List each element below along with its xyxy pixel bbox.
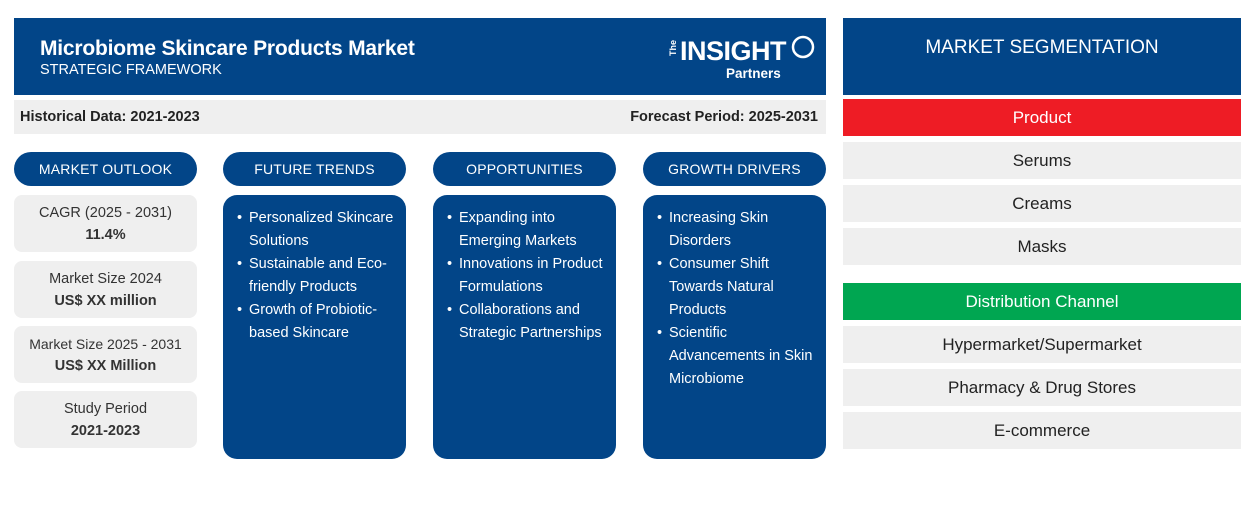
- segment-item: Serums: [843, 142, 1241, 179]
- future-trends-panel: Personalized Skincare Solutions Sustaina…: [223, 195, 406, 459]
- stat-label: Study Period: [63, 401, 148, 417]
- stat-card-market-size-forecast: Market Size 2025 - 2031 US$ XX Million: [14, 326, 197, 383]
- stat-card-study-period: Study Period 2021-2023: [14, 391, 197, 448]
- stat-card-market-size-2024: Market Size 2024 US$ XX million: [14, 261, 197, 318]
- segment-category-distribution-channel: Distribution Channel: [843, 283, 1241, 320]
- list-item: Increasing Skin Disorders: [657, 207, 818, 253]
- opportunities-header: OPPORTUNITIES: [433, 152, 616, 186]
- list-item: Personalized Skincare Solutions: [237, 207, 398, 253]
- growth-drivers-header: GROWTH DRIVERS: [643, 152, 826, 186]
- list-item: Consumer Shift Towards Natural Products: [657, 253, 818, 322]
- segment-category-product: Product: [843, 99, 1241, 136]
- logo-the: The: [668, 40, 678, 57]
- stat-value: US$ XX Million: [54, 358, 157, 374]
- future-trends-header: FUTURE TRENDS: [223, 152, 406, 186]
- list-item: Innovations in Product Formulations: [447, 253, 608, 299]
- list-item: Growth of Probiotic-based Skincare: [237, 299, 398, 345]
- report-subtitle: STRATEGIC FRAMEWORK: [40, 62, 222, 78]
- report-title: Microbiome Skincare Products Market: [40, 37, 415, 60]
- insight-partners-logo: The INSIGHT Partners: [668, 32, 818, 84]
- list-item: Collaborations and Strategic Partnership…: [447, 299, 608, 345]
- segment-item: Pharmacy & Drug Stores: [843, 369, 1241, 406]
- list-item: Expanding into Emerging Markets: [447, 207, 608, 253]
- stat-value: 11.4%: [85, 227, 126, 243]
- segment-item: Hypermarket/Supermarket: [843, 326, 1241, 363]
- list-item: Sustainable and Eco-friendly Products: [237, 253, 398, 299]
- segmentation-header: MARKET SEGMENTATION: [843, 18, 1241, 95]
- market-outlook-header: MARKET OUTLOOK: [14, 152, 197, 186]
- stat-label: CAGR (2025 - 2031): [39, 205, 172, 221]
- logo-insight: INSIGHT: [680, 36, 787, 66]
- segment-item: E-commerce: [843, 412, 1241, 449]
- opportunities-panel: Expanding into Emerging Markets Innovati…: [433, 195, 616, 459]
- report-header: Microbiome Skincare Products Market STRA…: [14, 18, 826, 95]
- stat-label: Market Size 2025 - 2031: [29, 336, 182, 352]
- historical-data: Historical Data: 2021-2023: [20, 109, 200, 125]
- period-bar: Historical Data: 2021-2023 Forecast Peri…: [14, 100, 826, 134]
- logo-bulb-icon: [791, 35, 815, 59]
- stat-value: 2021-2023: [70, 423, 141, 439]
- segment-item: Creams: [843, 185, 1241, 222]
- logo-partners: Partners: [726, 66, 781, 81]
- stat-value: US$ XX million: [54, 293, 157, 309]
- growth-drivers-panel: Increasing Skin Disorders Consumer Shift…: [643, 195, 826, 459]
- segment-item: Masks: [843, 228, 1241, 265]
- forecast-period: Forecast Period: 2025-2031: [630, 109, 818, 125]
- stat-card-cagr: CAGR (2025 - 2031) 11.4%: [14, 195, 197, 252]
- stat-label: Market Size 2024: [49, 271, 162, 287]
- list-item: Scientific Advancements in Skin Microbio…: [657, 322, 818, 391]
